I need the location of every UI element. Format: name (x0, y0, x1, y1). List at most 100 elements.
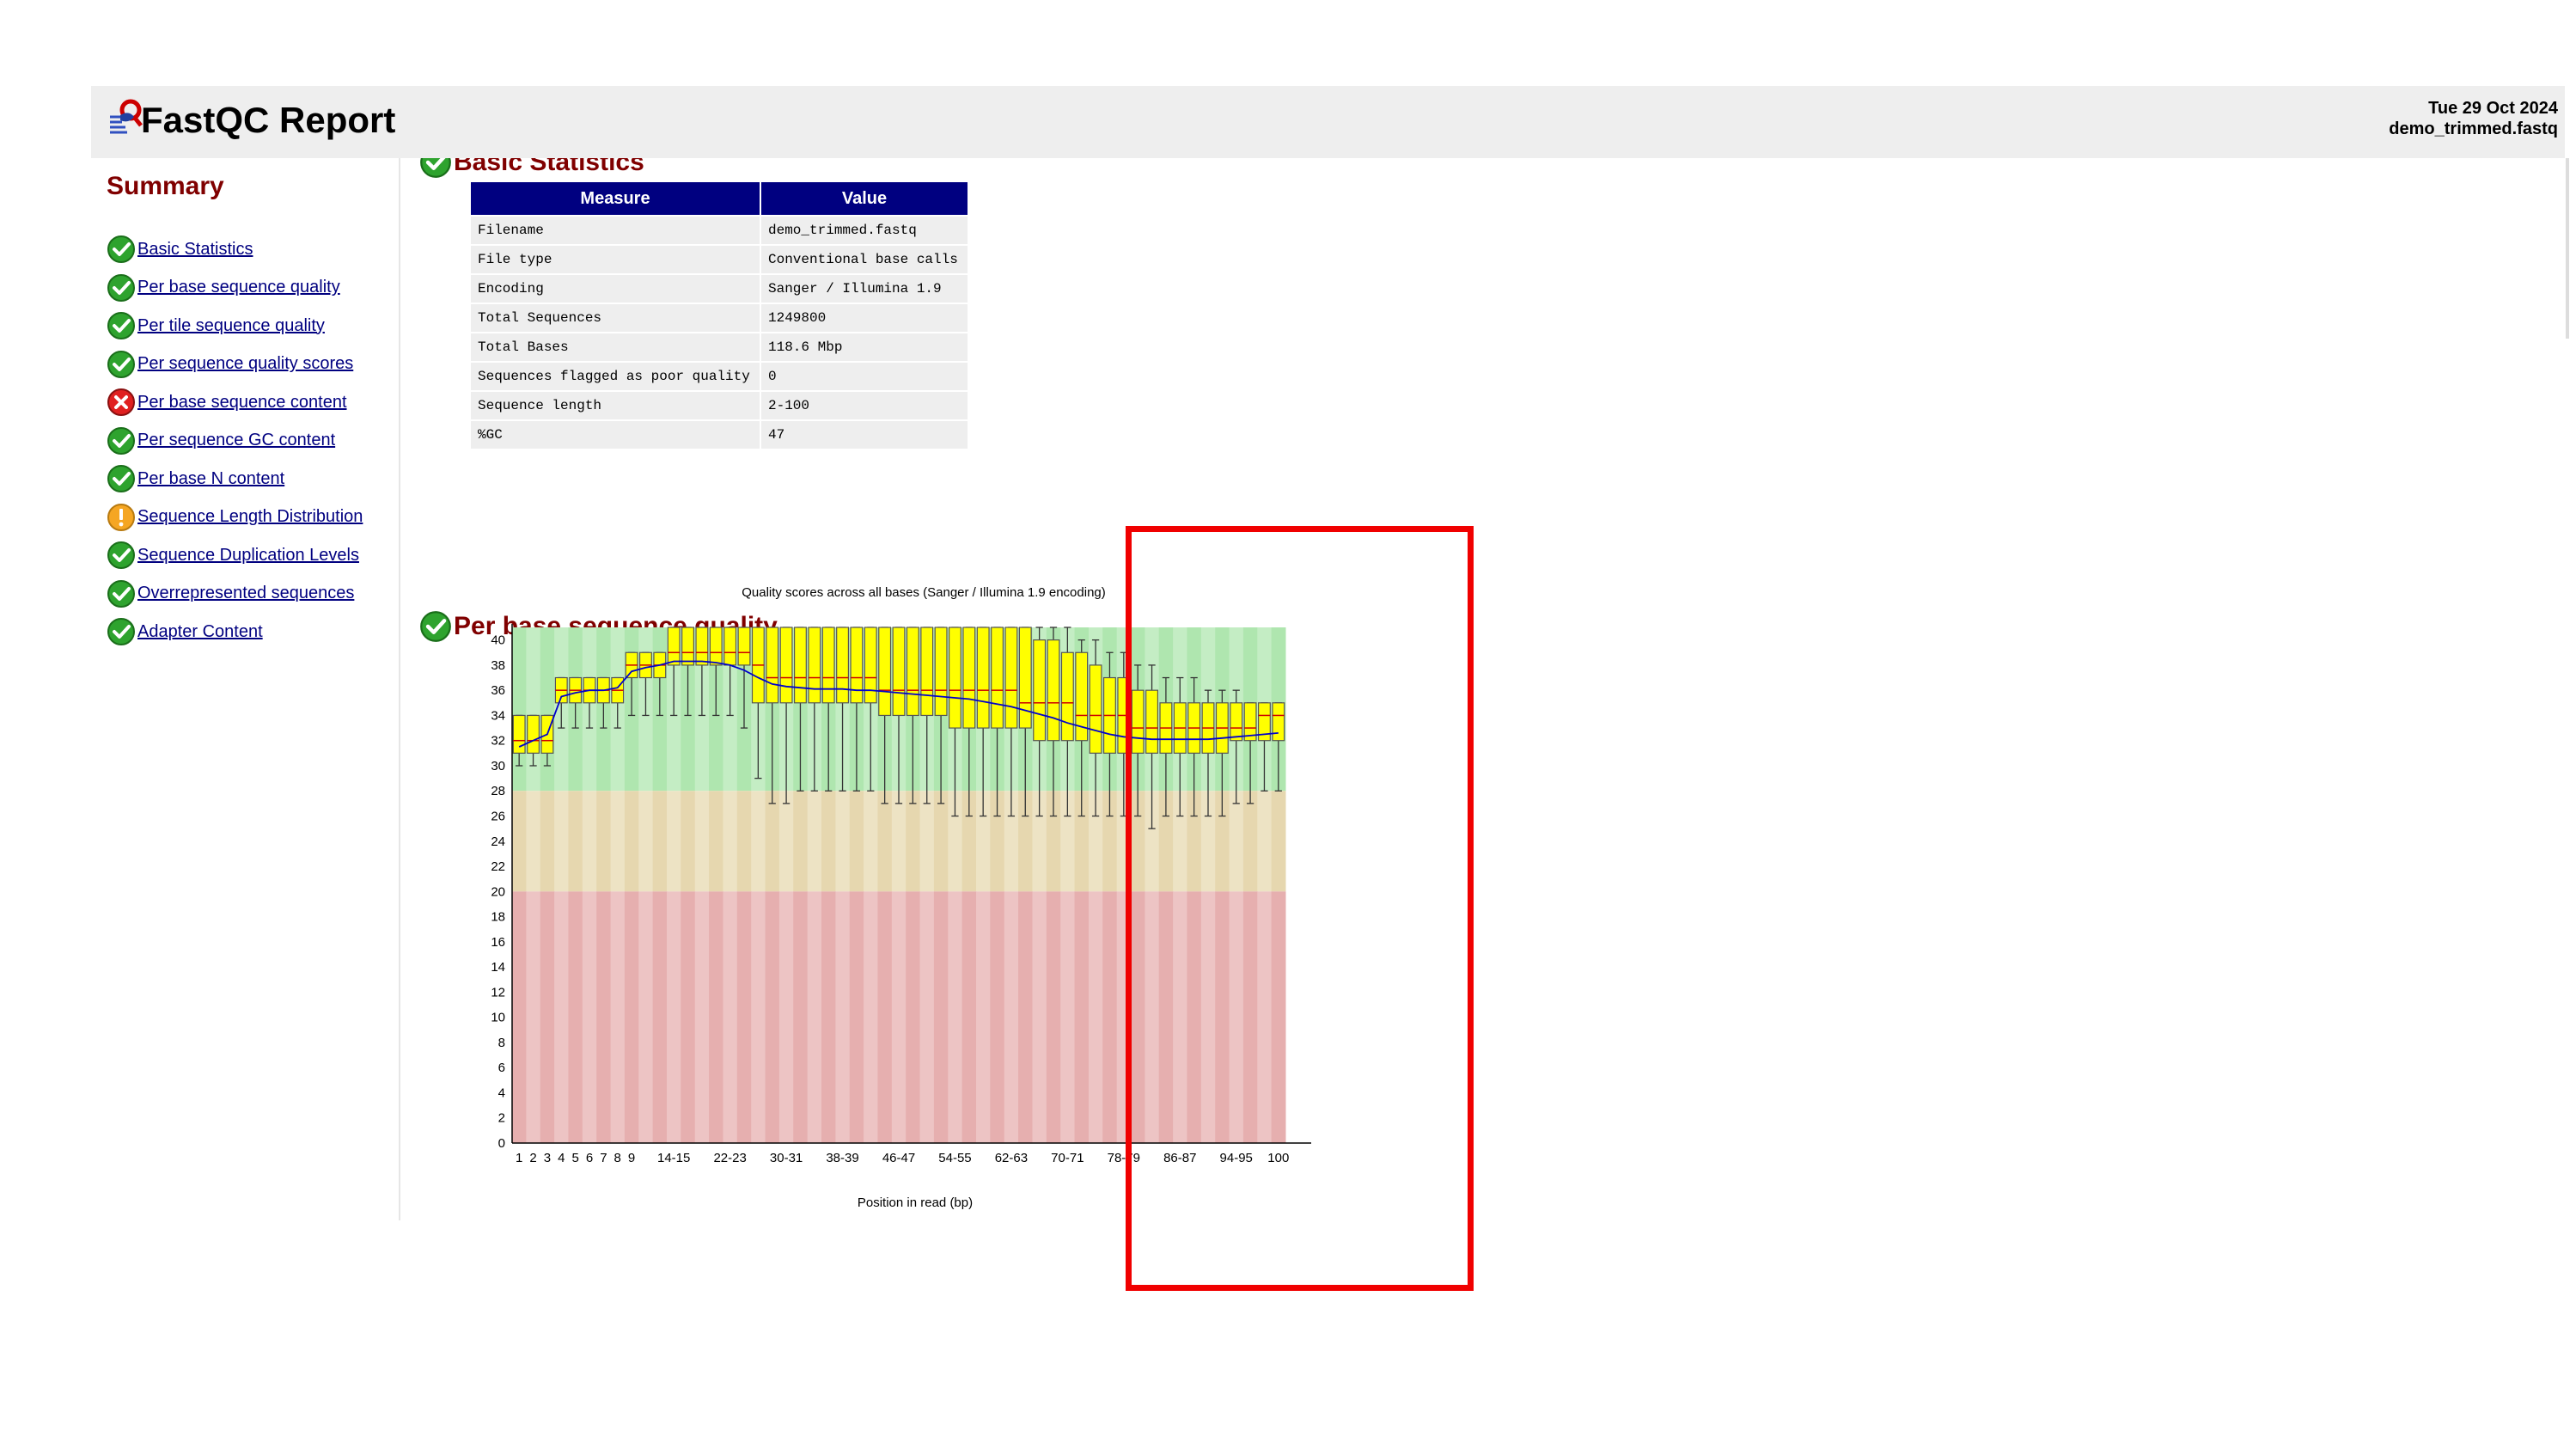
zone-reasonable (568, 791, 583, 892)
zone-poor (624, 891, 639, 1143)
zone-poor (1145, 891, 1160, 1143)
box (1018, 627, 1032, 817)
box-body (1089, 664, 1102, 754)
zone-reasonable (723, 791, 738, 892)
box (1173, 676, 1187, 817)
box (1187, 676, 1201, 817)
y-tick-label: 4 (498, 1085, 505, 1100)
highlight-box (1126, 526, 1474, 1291)
scrollbar[interactable] (2566, 158, 2569, 339)
summary-item[interactable]: Sequence Length Distribution (107, 498, 363, 537)
x-tick-label: 38-39 (826, 1151, 858, 1165)
box (1159, 676, 1173, 817)
summary-item[interactable]: Basic Statistics (107, 230, 363, 269)
summary-item[interactable]: Per sequence GC content (107, 422, 363, 461)
zone-poor (1060, 891, 1076, 1143)
summary-link[interactable]: Per sequence GC content (137, 431, 336, 450)
summary-item[interactable]: Per sequence quality scores (107, 345, 363, 384)
summary-item[interactable]: Per base sequence quality (107, 269, 363, 308)
box (1004, 627, 1018, 817)
box (667, 627, 681, 717)
x-tick-label: 22-23 (713, 1151, 746, 1165)
warn-icon (107, 503, 135, 531)
zone-poor (778, 891, 794, 1143)
summary-item[interactable]: Sequence Duplication Levels (107, 536, 363, 575)
x-axis-label: Position in read (bp) (858, 1195, 973, 1210)
summary-item[interactable]: Per tile sequence quality (107, 307, 363, 345)
summary-item[interactable]: Per base N content (107, 460, 363, 498)
y-tick-label: 20 (491, 884, 505, 899)
summary-link[interactable]: Sequence Length Distribution (137, 507, 363, 527)
pass-icon (107, 541, 135, 570)
box (962, 627, 976, 817)
zone-poor (1173, 891, 1187, 1143)
box (1230, 689, 1243, 804)
summary-link[interactable]: Per base sequence quality (137, 278, 340, 297)
box (751, 627, 765, 780)
zone-reasonable (540, 791, 555, 892)
box-body (948, 627, 961, 729)
table-row: Sequences flagged as poor quality 0 (469, 361, 969, 392)
box-body (962, 627, 976, 729)
table-row: Total Sequences 1249800 (469, 303, 969, 333)
zone-reasonable (652, 791, 668, 892)
zone-poor (568, 891, 583, 1143)
zone-poor (1004, 891, 1019, 1143)
zone-reasonable (891, 791, 906, 892)
zone-reasonable (624, 791, 639, 892)
box-body (920, 627, 934, 717)
summary-link[interactable]: Per base sequence content (137, 392, 347, 412)
y-tick-label: 10 (491, 1011, 505, 1025)
zone-poor (1187, 891, 1202, 1143)
table-row: %GC 47 (469, 419, 969, 450)
x-tick-label: 7 (600, 1151, 607, 1165)
summary-link[interactable]: Overrepresented sequences (137, 584, 355, 603)
summary-link[interactable]: Basic Statistics (137, 239, 253, 259)
box (920, 627, 934, 804)
zone-poor (793, 891, 809, 1143)
box (1075, 639, 1089, 817)
zone-poor (1200, 891, 1216, 1143)
y-tick-label: 6 (498, 1061, 505, 1075)
main-content[interactable]: Basic Statistics Measure Value Filename d… (400, 158, 2565, 1220)
box (695, 627, 709, 717)
zone-reasonable (821, 791, 836, 892)
summary-item[interactable]: Per base sequence content (107, 383, 363, 422)
zone-reasonable (877, 791, 893, 892)
box-body (1230, 702, 1243, 742)
box (878, 627, 892, 804)
summary-link[interactable]: Per tile sequence quality (137, 315, 325, 335)
box-body (864, 627, 877, 704)
zone-poor (1088, 891, 1103, 1143)
zone-poor (652, 891, 668, 1143)
box-body (892, 627, 906, 717)
zone-poor (540, 891, 555, 1143)
zone-poor (1215, 891, 1230, 1143)
zone-poor (948, 891, 963, 1143)
table-row: Filename demo_trimmed.fastq (469, 215, 969, 246)
pass-icon (107, 235, 135, 264)
summary-item[interactable]: Overrepresented sequences (107, 575, 363, 614)
pass-icon (107, 579, 135, 608)
zone-reasonable (933, 791, 949, 892)
table-row: File type Conventional base calls (469, 244, 969, 275)
y-tick-label: 26 (491, 810, 505, 824)
summary-link[interactable]: Sequence Duplication Levels (137, 545, 359, 565)
zone-poor (919, 891, 935, 1143)
summary-link[interactable]: Adapter Content (137, 621, 263, 641)
zone-reasonable (835, 791, 851, 892)
x-tick-label: 14-15 (657, 1151, 690, 1165)
zone-poor (638, 891, 654, 1143)
summary-list: Basic Statistics Per base sequence qualit… (107, 230, 363, 651)
chart-title: Quality scores across all bases (Sanger … (742, 585, 1106, 600)
box-body (1145, 689, 1159, 754)
summary-link[interactable]: Per base N content (137, 468, 285, 488)
zone-reasonable (751, 791, 766, 892)
zone-reasonable (610, 791, 626, 892)
summary-item[interactable]: Adapter Content (107, 613, 363, 651)
box (1201, 689, 1215, 817)
zone-poor (736, 891, 752, 1143)
summary-link[interactable]: Per sequence quality scores (137, 354, 354, 374)
measure-cell: Filename (469, 215, 761, 246)
